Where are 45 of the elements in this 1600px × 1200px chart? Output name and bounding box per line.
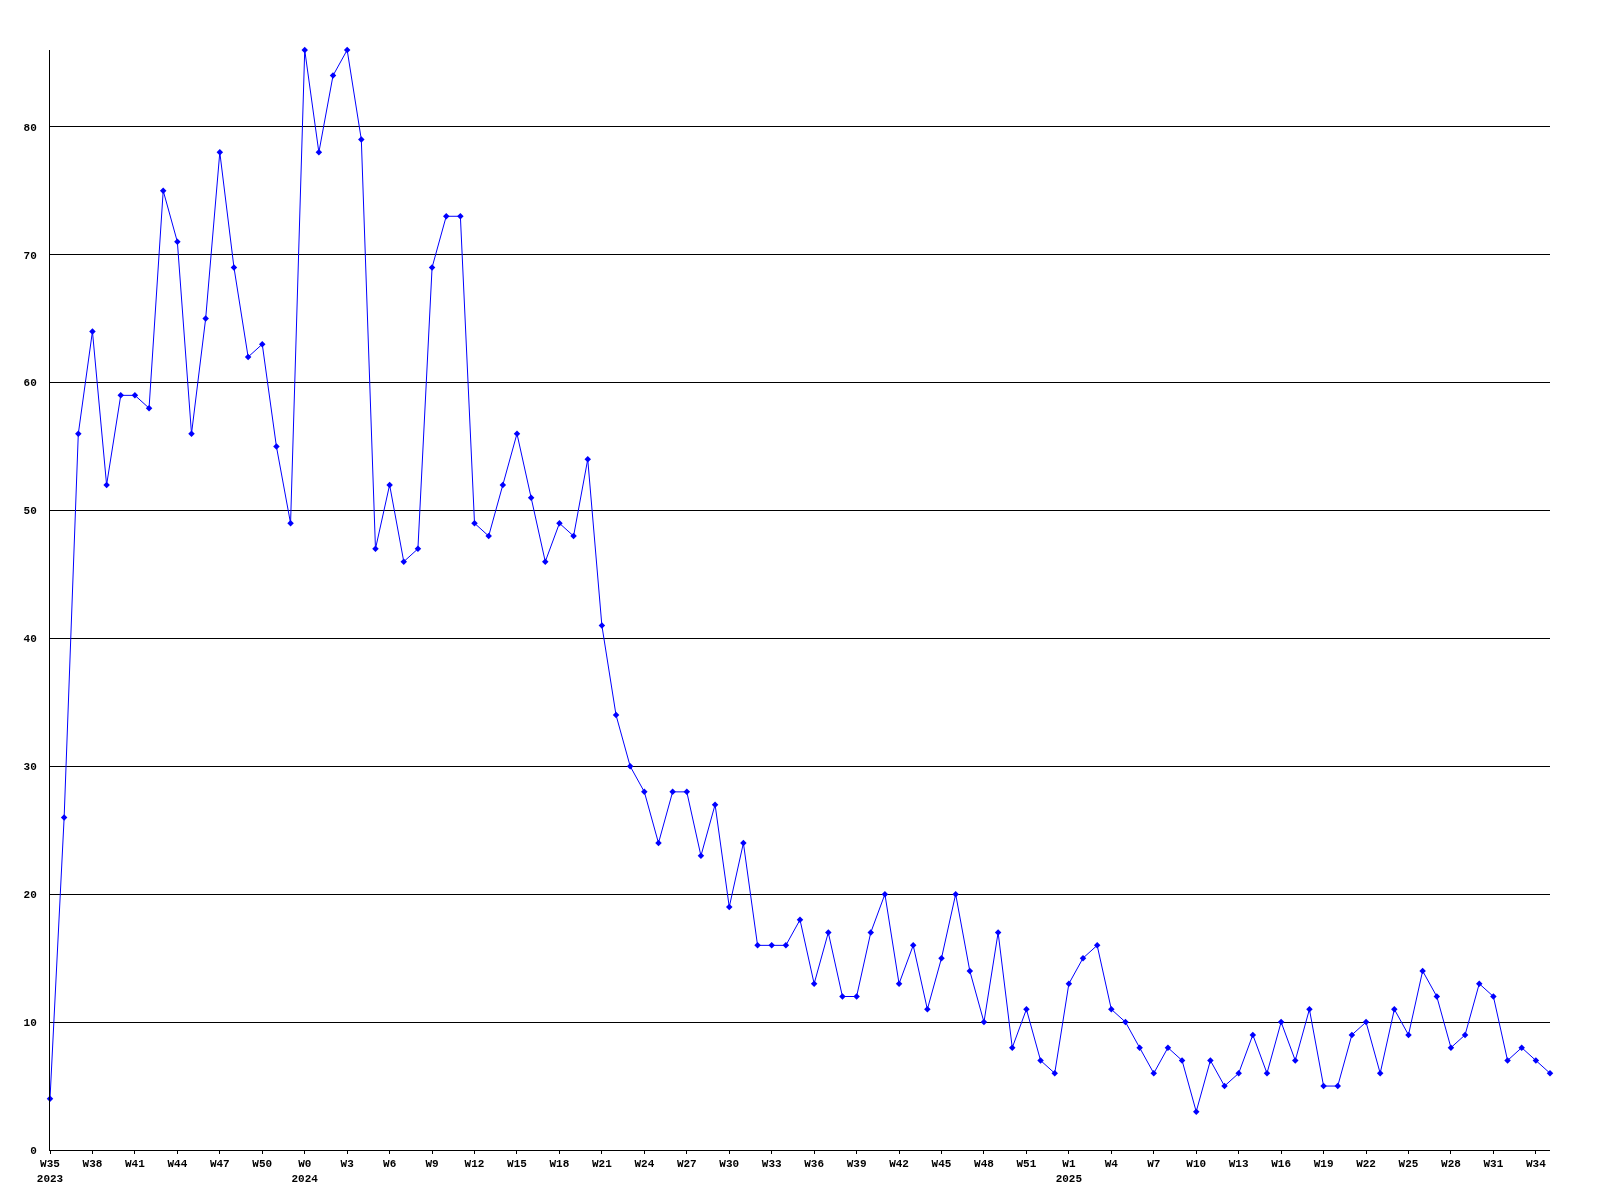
x-tick-label: W21: [591, 1158, 613, 1171]
x-tick-label: W45: [931, 1158, 952, 1171]
x-tick-label: W34: [1525, 1158, 1547, 1171]
x-tick-label: W10: [1186, 1158, 1207, 1171]
x-tick-label: W22: [1356, 1158, 1376, 1171]
x-tick-label: W9: [425, 1158, 439, 1171]
x-tick-label: W33: [761, 1158, 782, 1171]
y-tick-label: 10: [23, 1016, 37, 1029]
y-tick-label: 30: [23, 761, 37, 774]
x-tick-label: W36: [804, 1158, 825, 1171]
x-tick-label: W25: [1398, 1158, 1419, 1171]
x-tick-label: W51: [1016, 1158, 1037, 1171]
y-tick-label: 0: [30, 1144, 37, 1157]
x-tick-label: W39: [846, 1158, 867, 1171]
x-tick-label: W30: [719, 1158, 740, 1171]
x-tick-label: W48: [974, 1158, 995, 1171]
x-tick-label: W12: [464, 1158, 485, 1171]
y-tick-label: 50: [23, 505, 37, 518]
y-tick-label: 60: [23, 377, 37, 390]
x-tick-label: W4: [1104, 1158, 1119, 1171]
x-tick-label: W15: [507, 1158, 528, 1171]
y-tick-label: 70: [23, 249, 37, 262]
x-tick-label: W47: [209, 1158, 230, 1171]
x-tick-label: W7: [1147, 1158, 1161, 1171]
y-tick-label: 40: [23, 633, 37, 646]
x-tick-label: W27: [676, 1158, 697, 1171]
x-tick-label: W18: [549, 1158, 570, 1171]
y-tick-label: 80: [23, 121, 37, 134]
x-tick-label: W6: [383, 1158, 397, 1171]
y-tick-label: 20: [23, 889, 37, 902]
x-tick-label: W13: [1228, 1158, 1249, 1171]
x-tick-label: W44: [167, 1158, 188, 1171]
x-tick-label: W41: [125, 1158, 146, 1171]
x-tick-label: W38: [82, 1158, 103, 1171]
x-tick-label: W50: [252, 1158, 273, 1171]
x-tick-label: W19: [1313, 1158, 1334, 1171]
x-tick-label: W3: [340, 1158, 355, 1171]
x-tick-label: W35 2023: [36, 1158, 64, 1185]
x-tick-label: W28: [1441, 1158, 1462, 1171]
x-tick-label: W42: [889, 1158, 909, 1171]
x-tick-label: W24: [634, 1158, 655, 1171]
x-tick-label: W31: [1483, 1158, 1504, 1171]
x-tick-label: W16: [1271, 1158, 1292, 1171]
x-tick-label: W1 2025: [1055, 1158, 1083, 1185]
x-tick-label: W0 2024: [291, 1158, 319, 1185]
